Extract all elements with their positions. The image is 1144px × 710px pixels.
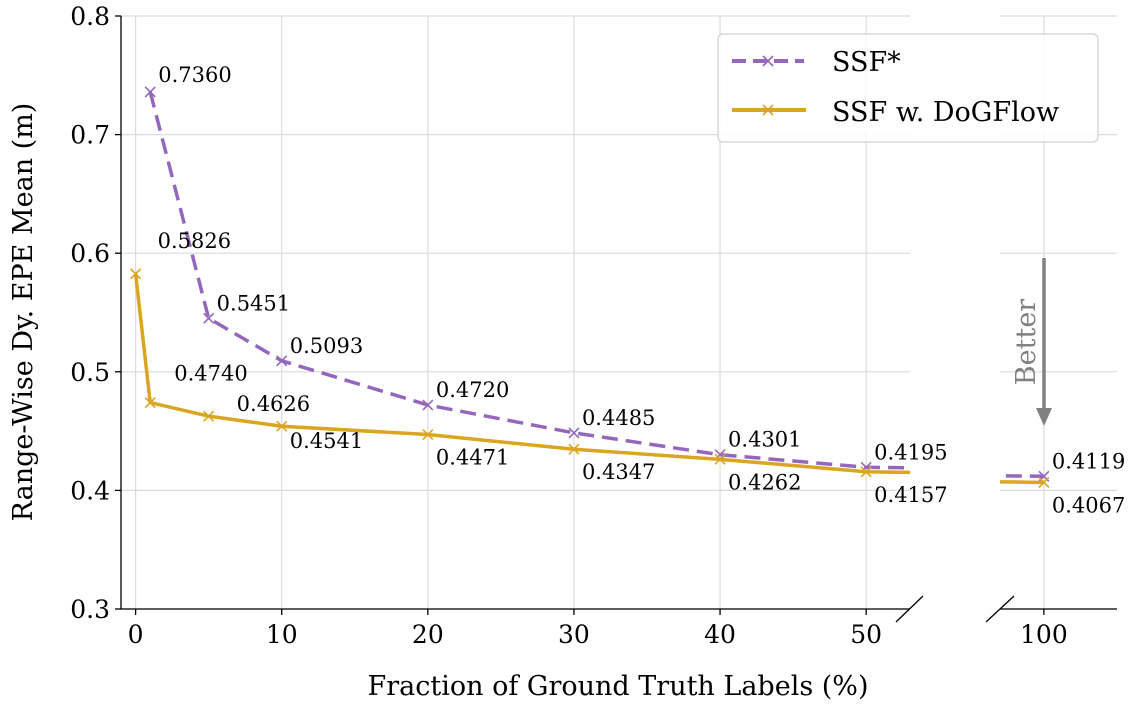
data-label: 0.4541 bbox=[290, 429, 363, 453]
data-point bbox=[714, 453, 726, 465]
data-point bbox=[1038, 476, 1050, 489]
data-label: 0.4195 bbox=[874, 440, 947, 464]
data-label: 0.4626 bbox=[237, 392, 310, 416]
legend-ssf-label: SSF* bbox=[832, 47, 901, 78]
data-label: 0.4262 bbox=[728, 470, 801, 494]
series-line-0 bbox=[148, 91, 910, 470]
x-tick-label: 30 bbox=[558, 620, 590, 649]
data-point bbox=[203, 410, 215, 422]
x-tick-label: 100 bbox=[1020, 620, 1068, 649]
legend: SSF* SSF w. DoGFlow bbox=[717, 33, 1099, 143]
better-text: Better bbox=[1011, 299, 1042, 385]
axis-break-mark bbox=[985, 595, 1015, 623]
data-label: 0.5826 bbox=[158, 229, 231, 253]
data-label: 0.4067 bbox=[1052, 493, 1125, 517]
data-label: 0.4485 bbox=[582, 406, 655, 430]
x-tick-label: 20 bbox=[412, 620, 444, 649]
data-point bbox=[276, 420, 288, 432]
data-label: 0.5451 bbox=[217, 291, 290, 315]
legend-dogflow-label: SSF w. DoGFlow bbox=[832, 97, 1059, 128]
data-point bbox=[276, 355, 288, 367]
data-label: 0.4347 bbox=[582, 460, 655, 484]
y-tick-label: 0.4 bbox=[70, 476, 110, 505]
better-arrow-head bbox=[1036, 408, 1052, 426]
data-label: 0.4119 bbox=[1052, 449, 1125, 473]
series-line-0-right bbox=[1000, 473, 1044, 479]
y-tick-label: 0.8 bbox=[70, 2, 110, 31]
y-axis-label: Range-Wise Dy. EPE Mean (m) bbox=[8, 103, 39, 522]
data-point bbox=[422, 399, 434, 411]
y-tick-label: 0.5 bbox=[70, 358, 110, 387]
data-point bbox=[860, 466, 872, 478]
data-point bbox=[422, 428, 434, 441]
data-point bbox=[568, 443, 580, 455]
legend-box bbox=[717, 33, 1099, 143]
data-label: 0.7360 bbox=[158, 63, 231, 87]
data-label: 0.5093 bbox=[290, 334, 363, 358]
data-point bbox=[203, 312, 215, 324]
data-label: 0.4301 bbox=[728, 428, 801, 452]
data-label: 0.4720 bbox=[436, 378, 509, 402]
x-axis-label: Fraction of Ground Truth Labels (%) bbox=[368, 671, 869, 702]
legend-dogflow-marker bbox=[762, 104, 774, 116]
grid bbox=[121, 15, 1117, 610]
better-annotation: Better bbox=[1011, 258, 1052, 426]
data-label: 0.4157 bbox=[874, 483, 947, 507]
x-tick-label: 0 bbox=[128, 620, 144, 649]
x-tick-label: 40 bbox=[704, 620, 736, 649]
data-point bbox=[144, 397, 156, 409]
x-tick-label: 50 bbox=[850, 620, 882, 649]
legend-ssf-marker bbox=[762, 55, 774, 67]
y-tick-label: 0.6 bbox=[70, 239, 110, 268]
y-tick-label: 0.3 bbox=[70, 595, 110, 624]
axis-break-mark bbox=[895, 595, 924, 623]
x-tick-label: 10 bbox=[266, 620, 298, 649]
y-tick-label: 0.7 bbox=[70, 121, 110, 150]
data-label: 0.4740 bbox=[174, 362, 247, 386]
data-point bbox=[130, 268, 142, 280]
data-point bbox=[568, 427, 580, 439]
data-label: 0.4471 bbox=[436, 446, 509, 470]
series-lines bbox=[130, 86, 1050, 489]
axes: 0.3 0.4 0.5 0.6 0.7 0.8 0 10 20 30 40 50 100 bbox=[70, 2, 1117, 649]
data-point bbox=[144, 86, 156, 98]
